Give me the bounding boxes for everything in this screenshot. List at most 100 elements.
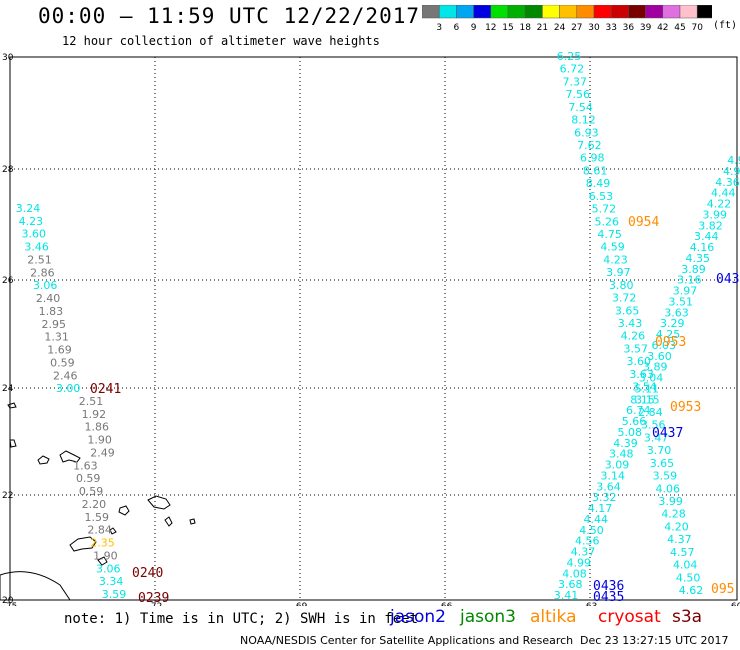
swh-value: 3.65: [615, 304, 640, 317]
satellite-altika: altika: [530, 607, 577, 627]
swh-value: 6.74: [626, 404, 651, 417]
swh-value: 4.22: [707, 198, 732, 211]
swh-value: 3.57: [624, 342, 649, 355]
wave-height-map: -75-72-69-66-63-603028262422206.256.727.…: [0, 50, 740, 606]
swh-value: 4.16: [690, 241, 715, 254]
swh-value: 1.83: [39, 305, 64, 318]
lat-tick-label: 26: [2, 276, 14, 286]
swh-value: 3.99: [703, 208, 728, 221]
swh-value: 3.00: [56, 382, 81, 395]
swh-value: 4.99: [567, 556, 592, 569]
swh-value: 2.49: [90, 446, 115, 459]
swh-value: 6.03: [652, 339, 677, 352]
swh-value: 1.69: [47, 344, 72, 357]
swh-value: 3.99: [658, 495, 683, 508]
pass-time-label: 0953: [670, 400, 701, 415]
swh-value: 5.72: [592, 203, 617, 216]
color-scale-label: 12: [485, 23, 496, 33]
swh-value: 8.61: [583, 164, 608, 177]
swh-value: 3.63: [664, 306, 689, 319]
swh-value: 4.06: [656, 482, 681, 495]
swh-value: 3.43: [618, 317, 643, 330]
swh-value: 5.66: [622, 415, 647, 428]
swh-value: 4.35: [686, 252, 711, 265]
swh-value: 3.89: [643, 361, 668, 374]
swh-value: 8.12: [571, 114, 596, 127]
swh-value: 6.53: [589, 190, 614, 203]
lon-tick-label: -72: [148, 602, 163, 606]
pass-time-label: 0437: [652, 426, 683, 441]
swh-value: 3.72: [612, 292, 637, 305]
swh-value: 6.93: [574, 126, 599, 139]
swh-value: 2.84: [638, 406, 663, 419]
swh-value: 4.62: [679, 584, 704, 597]
swh-value: 3.68: [558, 578, 583, 591]
swh-value: 3.65: [650, 457, 675, 470]
swh-value: 4.44: [584, 513, 609, 526]
color-scale-label: 33: [605, 23, 616, 33]
swh-value: 3.44: [694, 230, 719, 243]
pass-time-label: 0239: [138, 591, 169, 606]
swh-value: 3.48: [609, 448, 634, 461]
color-scale-bar: 3 6 9 12 15 18 21 24 27 30 33 36 39 42 45 70: [422, 5, 712, 33]
generated-timestamp: Dec 23 13:27:15 UTC 2017: [580, 634, 729, 647]
swh-value: 4.20: [664, 520, 689, 533]
island-outline: [59, 450, 81, 463]
swh-value: 7.56: [565, 88, 590, 101]
swh-value: 2.86: [30, 266, 55, 279]
lat-tick-label: 20: [2, 596, 14, 606]
color-scale-label: 24: [554, 23, 566, 33]
swh-value: 2.95: [42, 318, 67, 331]
swh-value: 3.82: [698, 219, 723, 232]
pass-time-label: 0436: [593, 579, 624, 594]
swh-value: 5.08: [618, 426, 643, 439]
swh-value: 2.51: [27, 253, 52, 266]
swh-value: 3.32: [592, 491, 617, 504]
pass-time-label: 0241: [90, 382, 121, 397]
color-scale-label: 42: [657, 23, 668, 33]
swh-value: 1.59: [85, 511, 110, 524]
lat-tick-label: 24: [2, 384, 14, 394]
color-scale-label: 39: [640, 23, 652, 33]
satellite-cryosat: cryosat: [598, 607, 661, 627]
swh-value: 3.70: [647, 444, 672, 457]
color-scale-label: 45: [674, 23, 685, 33]
swh-value: 5.11: [635, 382, 660, 395]
color-scale-label: 21: [537, 23, 548, 33]
swh-value: 4.57: [670, 546, 695, 559]
swh-value: 2.51: [79, 395, 104, 408]
lat-tick-label: 30: [2, 53, 14, 63]
swh-value: 3.59: [653, 470, 678, 483]
color-scale-label: 70: [691, 23, 703, 33]
swh-value: 1.63: [73, 459, 98, 472]
pass-time-label: 043: [716, 272, 739, 287]
map-frame: [9, 56, 738, 601]
color-scale-units: (ft): [713, 20, 738, 31]
swh-value: 8.49: [586, 177, 611, 190]
island-outline: [189, 518, 196, 525]
swh-value: 4.9: [727, 154, 740, 167]
swh-value: 3.14: [601, 469, 626, 482]
swh-value: 4.17: [588, 502, 613, 515]
satellite-jason2: jason2: [390, 607, 446, 627]
swh-value: 3.56: [641, 419, 666, 432]
swh-value: 1.86: [84, 421, 109, 434]
swh-value: 4.9: [723, 165, 740, 178]
swh-value: 1.92: [82, 408, 107, 421]
footer-note: note: 1) Time is in UTC; 2) SWH is in fe…: [64, 611, 419, 627]
swh-value: 3.47: [644, 431, 669, 444]
swh-value: 2.40: [36, 292, 61, 305]
swh-value: 2.46: [53, 369, 78, 382]
swh-value: 4.37: [667, 533, 692, 546]
swh-value: 3.97: [673, 285, 698, 298]
lat-tick-label: 28: [2, 165, 14, 175]
swh-value: 3.59: [102, 588, 127, 601]
swh-value: 4.50: [579, 524, 604, 537]
pass-time-label: 0953: [655, 335, 686, 350]
lon-tick-label: -63: [583, 602, 598, 606]
lon-tick-label: -69: [293, 602, 308, 606]
island-outline: [118, 505, 130, 516]
swh-value: 4.25: [656, 328, 681, 341]
swh-value: 3.24: [16, 202, 41, 215]
swh-value: 4.75: [597, 228, 622, 241]
